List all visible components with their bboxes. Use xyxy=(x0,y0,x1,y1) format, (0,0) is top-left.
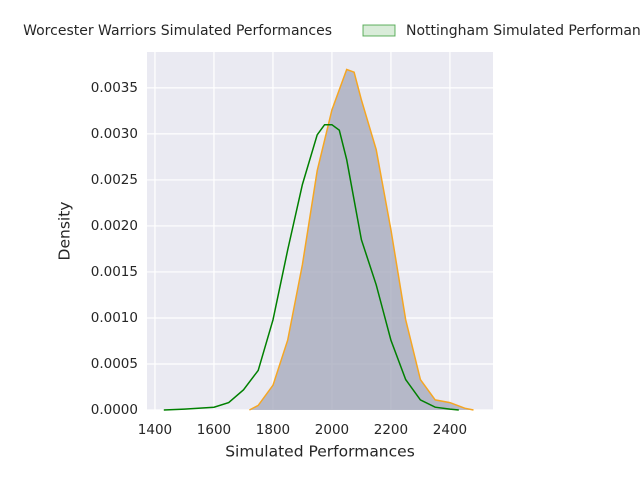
y-tick-label: 0.0030 xyxy=(91,126,138,142)
y-axis-label: Density xyxy=(56,202,74,261)
y-tick-label: 0.0010 xyxy=(91,310,138,326)
legend-label: Nottingham Simulated Performances xyxy=(406,23,640,39)
x-tick-label: 1800 xyxy=(256,422,290,438)
y-tick-label: 0.0025 xyxy=(91,172,138,188)
legend-label: Worcester Warriors Simulated Performance… xyxy=(23,23,332,39)
y-tick-label: 0.0005 xyxy=(91,356,138,372)
x-tick-label: 2200 xyxy=(374,422,408,438)
y-tick-label: 0.0035 xyxy=(91,80,138,96)
x-tick-label: 2000 xyxy=(315,422,349,438)
x-axis-label: Simulated Performances xyxy=(225,443,415,461)
x-tick-label: 1400 xyxy=(138,422,172,438)
x-tick-label: 2400 xyxy=(433,422,467,438)
x-tick-label: 1600 xyxy=(197,422,231,438)
y-tick-label: 0.0020 xyxy=(91,218,138,234)
y-tick-label: 0.0000 xyxy=(91,402,138,418)
density-line xyxy=(249,68,474,411)
legend-swatch xyxy=(362,24,396,37)
y-tick-label: 0.0015 xyxy=(91,264,138,280)
density-line xyxy=(163,123,459,411)
